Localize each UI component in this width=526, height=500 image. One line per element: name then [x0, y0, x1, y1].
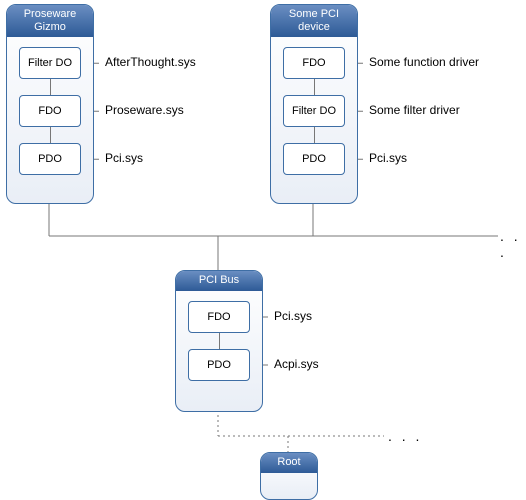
driver-label: Pci.sys — [105, 151, 143, 165]
vertical-connector — [314, 79, 315, 95]
device-object-box: Filter DO — [283, 95, 345, 127]
device-header: Some PCIdevice — [271, 5, 357, 37]
device-object-box: PDO — [188, 349, 250, 381]
device-group-pcibus: PCI Bus FDO PDO — [175, 270, 263, 412]
device-object-box: PDO — [19, 143, 81, 175]
driver-label: Acpi.sys — [274, 357, 319, 371]
device-body — [261, 473, 317, 497]
vertical-connector — [314, 127, 315, 143]
device-object-box: FDO — [283, 47, 345, 79]
driver-label: Proseware.sys — [105, 103, 184, 117]
device-object-box: FDO — [188, 301, 250, 333]
device-body: FDO PDO — [176, 291, 262, 395]
device-object-box: PDO — [283, 143, 345, 175]
vertical-connector — [50, 127, 51, 143]
device-object-box: Filter DO — [19, 47, 81, 79]
device-header: Root — [261, 453, 317, 473]
device-header: PCI Bus — [176, 271, 262, 291]
vertical-connector — [219, 333, 220, 349]
device-body: Filter DO FDO PDO — [7, 37, 93, 189]
ellipsis: . . . — [500, 228, 526, 260]
device-group-root: Root — [260, 452, 318, 500]
driver-label: Some function driver — [369, 55, 479, 69]
driver-label: AfterThought.sys — [105, 55, 196, 69]
ellipsis: . . . — [388, 428, 422, 444]
device-group-proseware: ProsewareGizmo Filter DO FDO PDO — [6, 4, 94, 204]
driver-label: Some filter driver — [369, 103, 460, 117]
driver-label: Pci.sys — [274, 309, 312, 323]
vertical-connector — [50, 79, 51, 95]
driver-label: Pci.sys — [369, 151, 407, 165]
device-object-box: FDO — [19, 95, 81, 127]
device-header: ProsewareGizmo — [7, 5, 93, 37]
device-group-somepci: Some PCIdevice FDO Filter DO PDO — [270, 4, 358, 204]
device-body: FDO Filter DO PDO — [271, 37, 357, 189]
